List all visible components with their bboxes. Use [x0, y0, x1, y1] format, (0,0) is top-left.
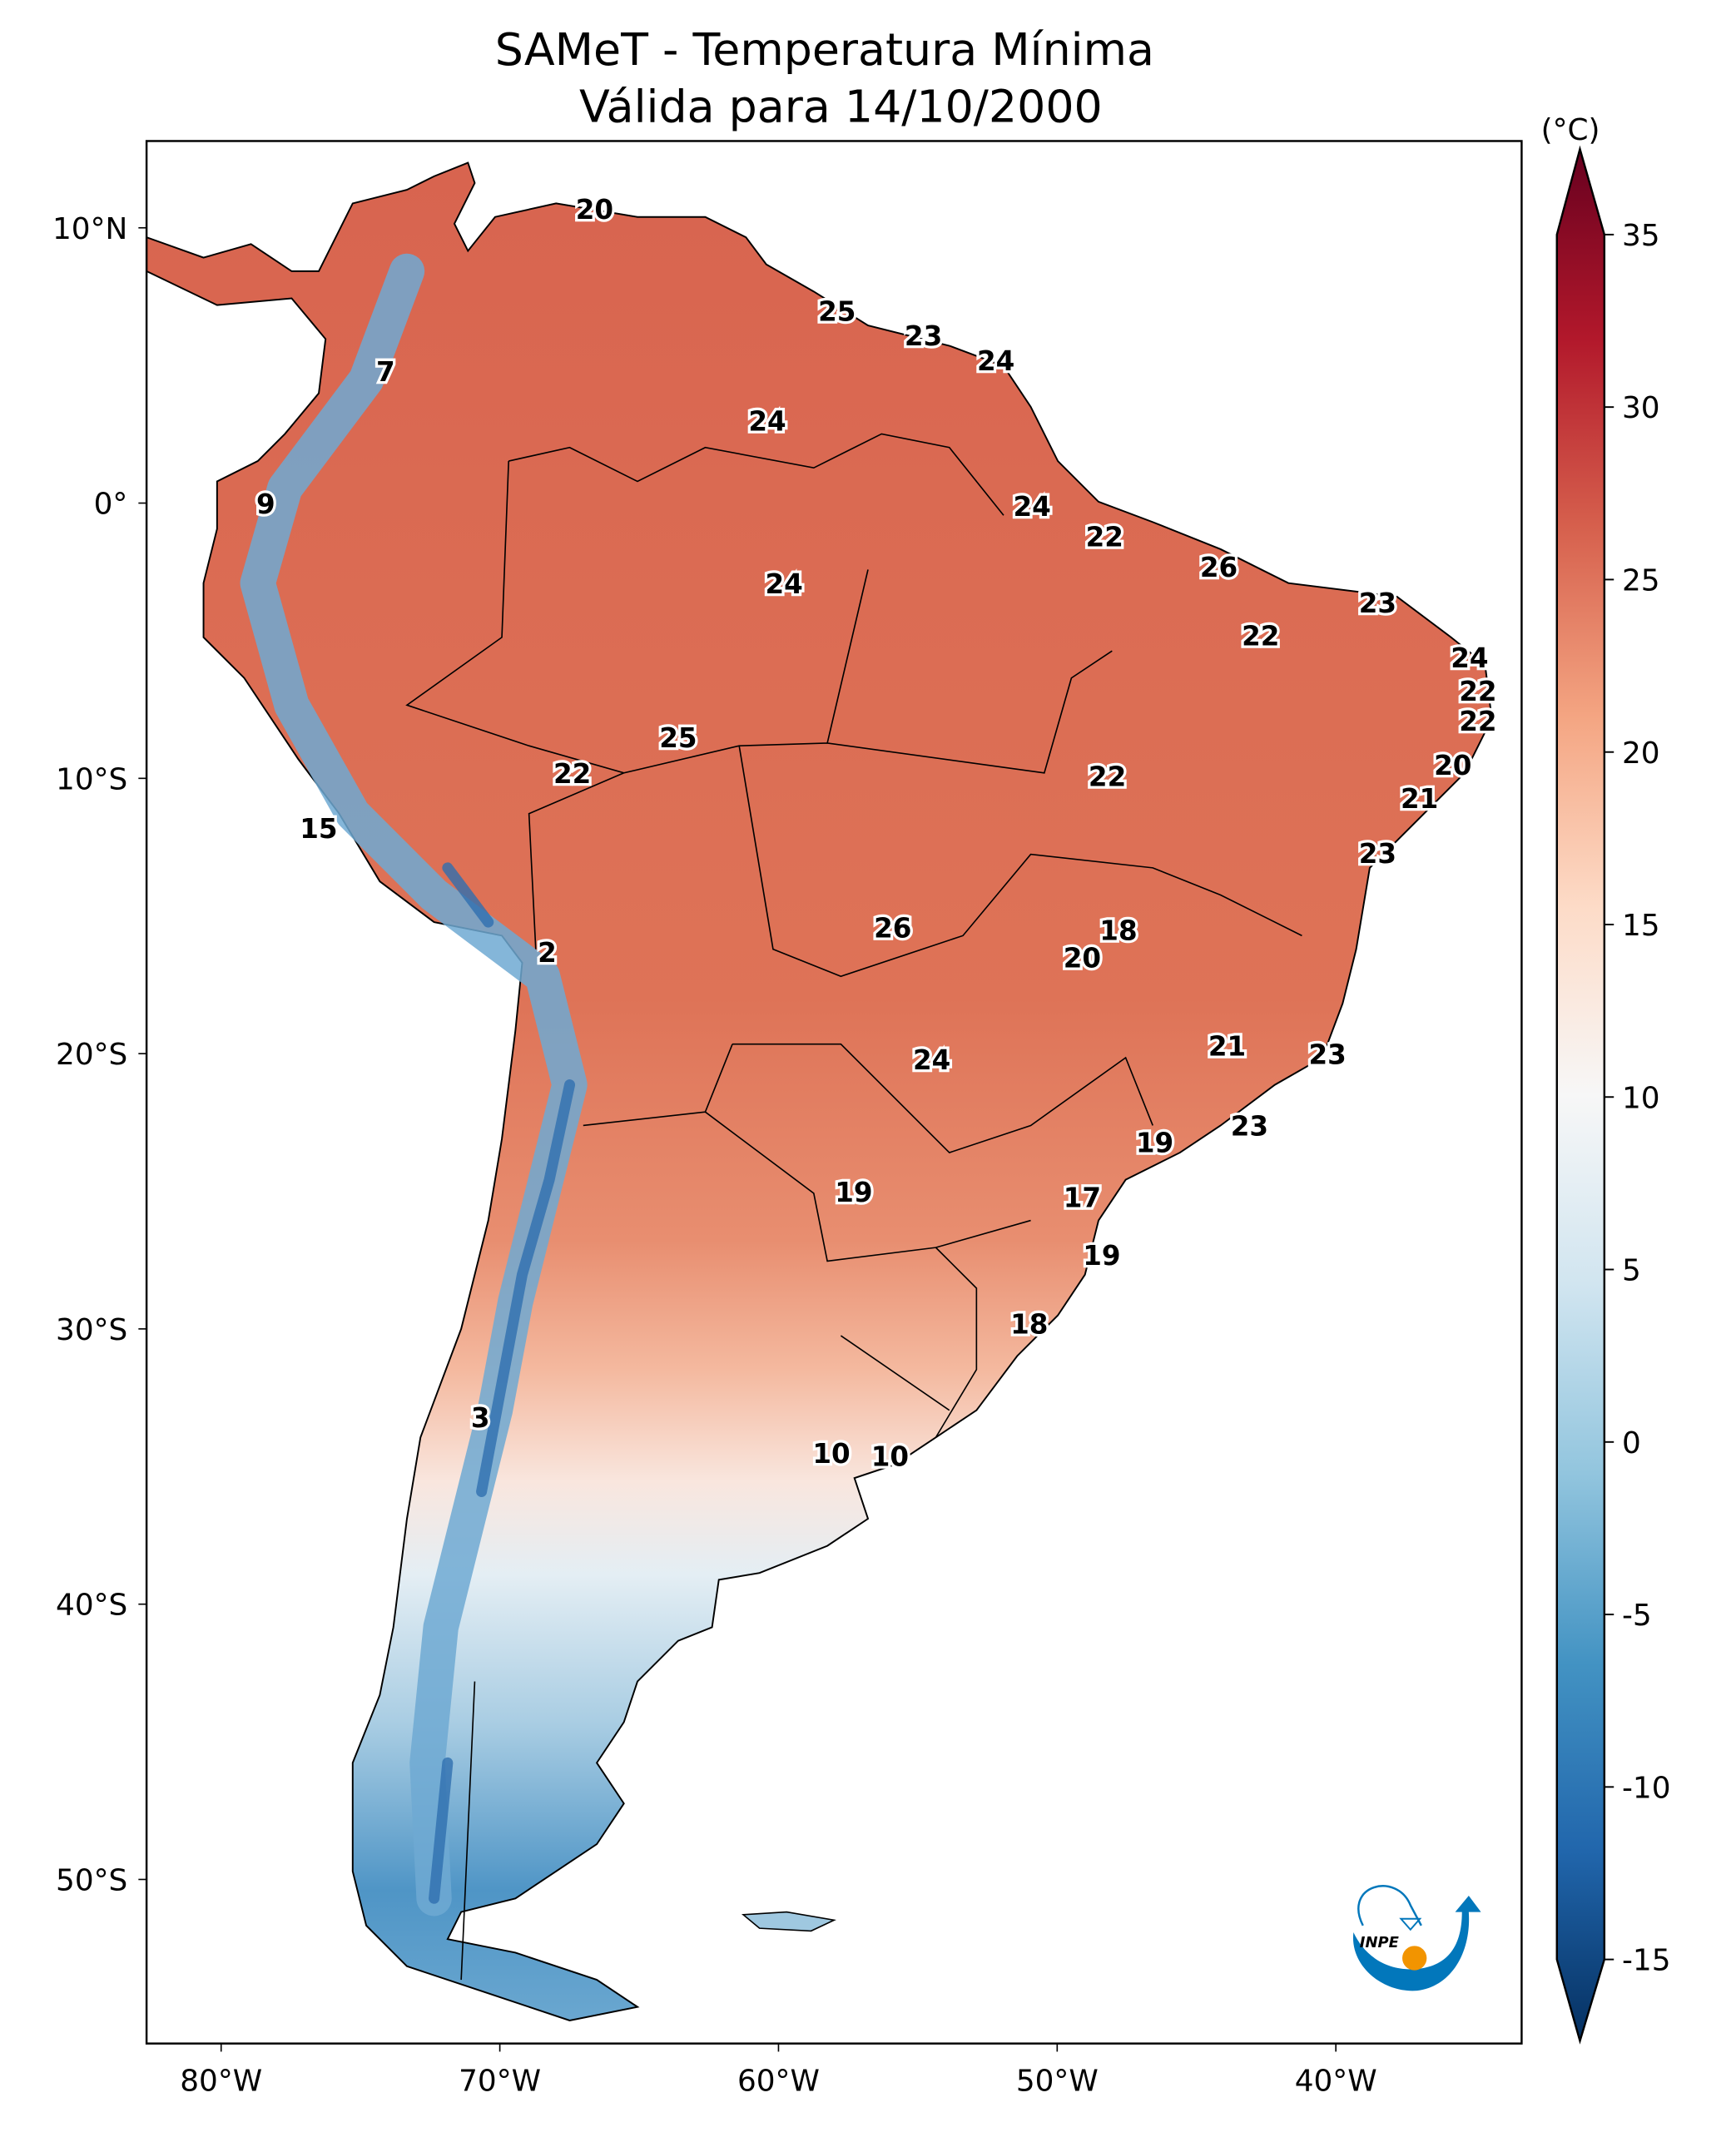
temperature-label: 20: [1434, 750, 1471, 781]
temperature-label: 21: [1208, 1030, 1246, 1062]
colorbar-unit: (°C): [1541, 113, 1600, 147]
colorbar-tick-label: 30: [1622, 391, 1660, 425]
lat-tick-label: 10°S: [56, 762, 127, 796]
temperature-label: 24: [765, 568, 802, 600]
temperature-label: 9: [256, 488, 275, 520]
temperature-label: 21: [1401, 783, 1438, 815]
temperature-label: 22: [1086, 522, 1123, 553]
andes-cold-band: [240, 253, 588, 1916]
temperature-label: 24: [913, 1044, 950, 1076]
colorbar-tick-label: -5: [1622, 1599, 1652, 1633]
temperature-label: 10: [871, 1440, 909, 1472]
temperature-label: 23: [1359, 588, 1396, 619]
lon-tick-label: 70°W: [459, 2065, 541, 2099]
lat-tick-label: 50°S: [56, 1864, 127, 1898]
inpe-logo: INPE: [1352, 1885, 1481, 1991]
temperature-label: 24: [1014, 491, 1051, 523]
colorbar-tick-label: 15: [1622, 909, 1660, 943]
colorbar-tick-label: -10: [1622, 1771, 1671, 1805]
temperature-label: 25: [659, 722, 697, 754]
temperature-label: 26: [1200, 552, 1238, 583]
temperature-label: 20: [576, 194, 613, 226]
map-area: [146, 161, 1493, 2021]
temperature-label: 7: [376, 356, 395, 388]
andes-core-band: [429, 862, 576, 1904]
falkland-islands: [741, 1911, 836, 1932]
temperature-label: 23: [1231, 1110, 1268, 1142]
temperature-label: 22: [1089, 761, 1126, 792]
colorbar-body: [1555, 145, 1606, 2045]
country-borders: [405, 433, 1302, 1981]
temperature-label: 20: [1064, 943, 1101, 974]
colorbar-tick-label: 0: [1622, 1426, 1641, 1460]
temperature-label: 25: [818, 295, 856, 327]
temperature-label: 19: [1136, 1127, 1173, 1158]
colorbar-tick-label: 10: [1622, 1081, 1660, 1115]
temperature-label: 24: [1451, 642, 1488, 674]
colorbar-tick-label: 20: [1622, 736, 1660, 771]
colorbar: (°C) 35 30 25 20 15 10 5 0 -5 -10 -15: [1541, 113, 1671, 2045]
latitude-ticks: 10°N 0° 10°S 20°S 30°S 40°S 50°S: [52, 212, 147, 1898]
logo-text: INPE: [1360, 1934, 1399, 1951]
lon-tick-label: 60°W: [737, 2065, 820, 2099]
temperature-label: 23: [905, 320, 942, 352]
colorbar-tick-label: -15: [1622, 1944, 1671, 1978]
temperature-label: 22: [1459, 706, 1496, 737]
lon-tick-label: 80°W: [180, 2065, 262, 2099]
lat-tick-label: 0°: [94, 488, 128, 522]
temperature-label: 10: [812, 1438, 850, 1470]
temperature-label: 15: [300, 813, 337, 845]
lat-tick-label: 30°S: [56, 1313, 127, 1347]
temperature-label: 3: [471, 1402, 490, 1434]
lat-tick-label: 20°S: [56, 1038, 127, 1072]
temperature-label: 19: [1083, 1240, 1120, 1272]
lon-tick-label: 50°W: [1016, 2065, 1099, 2099]
temperature-label: 18: [1010, 1309, 1048, 1341]
temperature-label: 2: [538, 937, 557, 969]
colorbar-tick-label: 35: [1622, 219, 1660, 253]
lon-tick-label: 40°W: [1295, 2065, 1377, 2099]
temperature-label: 19: [835, 1177, 872, 1208]
temperature-label: 22: [1242, 621, 1279, 652]
title-line-2: Válida para 14/10/2000: [579, 81, 1103, 133]
title-line-1: SAMeT - Temperatura Mínima: [495, 23, 1154, 76]
temperature-label: 23: [1308, 1039, 1346, 1070]
temperature-label: 24: [748, 406, 786, 438]
temperature-label: 22: [553, 758, 591, 790]
longitude-ticks: 80°W 70°W 60°W 50°W 40°W: [180, 2043, 1377, 2099]
south-america-land: [146, 161, 1493, 2021]
colorbar-tick-label: 5: [1622, 1254, 1641, 1288]
temperature-label: 17: [1064, 1182, 1101, 1213]
lat-tick-label: 40°S: [56, 1589, 127, 1623]
lat-tick-label: 10°N: [52, 212, 127, 246]
temperature-label: 26: [874, 912, 911, 944]
map-frame: [145, 140, 1523, 2045]
colorbar-tick-label: 25: [1622, 563, 1660, 598]
temperature-label: 22: [1459, 676, 1496, 707]
temperature-label: 18: [1099, 915, 1137, 947]
temperature-label: 24: [977, 345, 1014, 377]
temperature-label: 23: [1359, 838, 1396, 870]
